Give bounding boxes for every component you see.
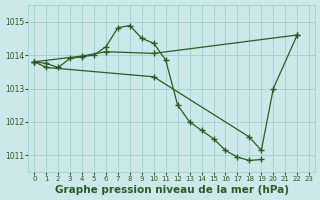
X-axis label: Graphe pression niveau de la mer (hPa): Graphe pression niveau de la mer (hPa)	[55, 185, 289, 195]
